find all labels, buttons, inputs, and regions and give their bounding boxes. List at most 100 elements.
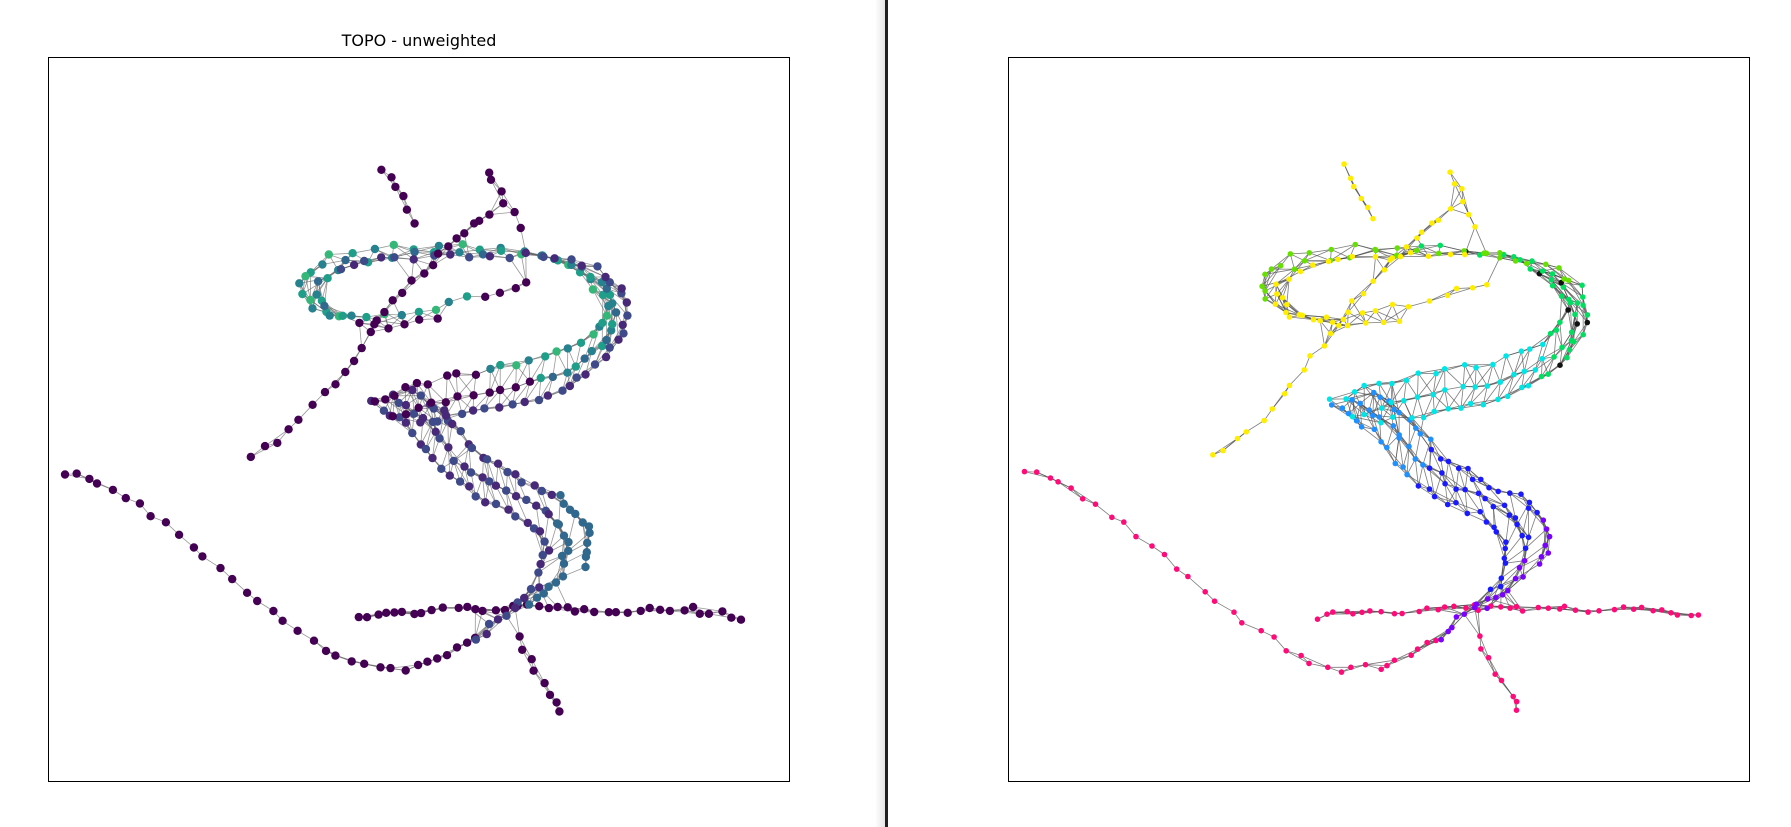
graph-node [581, 370, 590, 379]
graph-edge [1513, 256, 1533, 262]
graph-node [1403, 377, 1410, 384]
graph-node [544, 603, 554, 613]
graph-edge [1519, 548, 1526, 568]
graph-edge [1507, 374, 1515, 397]
graph-edge [1135, 536, 1153, 547]
graph-node [1149, 543, 1155, 549]
graph-node [1447, 169, 1453, 175]
graph-node [1390, 414, 1396, 421]
graph-edge [1556, 329, 1563, 348]
graph-edge [1431, 449, 1449, 462]
graph-edge [515, 360, 530, 388]
graph-edge [475, 619, 499, 640]
graph-edge [1417, 373, 1419, 398]
graph-node [504, 505, 513, 514]
graph-node [1467, 400, 1474, 407]
graph-edge [584, 334, 594, 359]
graph-node [602, 311, 611, 320]
graph-node [1580, 302, 1586, 309]
graph-edge [1490, 578, 1516, 590]
graph-node [1420, 414, 1427, 421]
graph-edge [1275, 279, 1290, 305]
window-divider[interactable] [885, 0, 888, 827]
graph-edge [1503, 535, 1523, 559]
graph-node [433, 249, 443, 258]
graph-edge [1486, 257, 1501, 285]
graph-edge [1497, 382, 1501, 400]
graph-edge [1449, 171, 1463, 189]
graph-node [1477, 508, 1483, 515]
graph-edge [489, 211, 515, 215]
graph-node [1391, 406, 1397, 413]
graph-node [1283, 309, 1289, 316]
graph-edge [1455, 502, 1481, 513]
graph-edge [1432, 373, 1437, 395]
graph-node [1079, 496, 1086, 502]
graph-edge [1286, 279, 1290, 305]
graph-node [347, 657, 356, 666]
graph-node [1262, 271, 1268, 278]
graph-edge [392, 300, 405, 325]
graph-node [482, 629, 491, 639]
graph-node [1323, 314, 1330, 321]
graph-node [588, 285, 598, 294]
graph-node [362, 312, 371, 322]
graph-node [341, 367, 350, 377]
graph-node [72, 469, 81, 478]
graph-node [1502, 545, 1508, 552]
graph-node [1327, 330, 1334, 337]
graph-node [1414, 394, 1421, 400]
graph-edge [693, 606, 723, 612]
graph-node [427, 398, 436, 407]
graph-edge [1505, 547, 1526, 564]
graph-node [478, 606, 487, 616]
graph-edge [1362, 312, 1384, 323]
graph-node [572, 373, 581, 382]
graph-edge [1417, 373, 1437, 398]
graph-node [1279, 294, 1286, 301]
graph-edge [1375, 250, 1397, 256]
graph-node [348, 249, 357, 258]
graph-node [1350, 183, 1357, 190]
graph-node [1497, 379, 1504, 385]
graph-node [360, 256, 369, 266]
graph-node [544, 510, 553, 519]
graph-node [427, 605, 436, 615]
graph-edge [1410, 640, 1437, 656]
graph-edge [427, 384, 447, 403]
graph-edge [1558, 267, 1583, 286]
graph-edge [453, 460, 470, 487]
graph-node [554, 520, 563, 529]
graph-node [1462, 251, 1468, 258]
graph-node [362, 613, 372, 622]
graph-edge [1363, 385, 1390, 402]
graph-edge [1500, 563, 1506, 587]
graph-node [1310, 262, 1316, 268]
graph-node [457, 409, 467, 419]
graph-edge [1351, 280, 1374, 302]
graph-node [485, 168, 494, 177]
graph-node [390, 391, 399, 400]
graph-node [372, 316, 381, 325]
graph-node [1516, 564, 1523, 571]
graph-edge [1429, 468, 1435, 497]
graph-node [379, 406, 389, 415]
graph-node [1463, 605, 1469, 611]
graph-edge [495, 485, 509, 510]
graph-node [284, 425, 293, 434]
graph-edge [515, 474, 527, 501]
graph-node [1173, 566, 1180, 572]
graph-node [1345, 410, 1352, 417]
graph-edge [264, 428, 289, 447]
graph-node [1447, 251, 1454, 258]
graph-edge [512, 381, 531, 405]
graph-node [524, 356, 533, 365]
graph-node [410, 247, 419, 257]
graph-node [571, 509, 580, 519]
graph-node [438, 603, 447, 612]
graph-node [485, 252, 495, 261]
graph-node [1341, 161, 1347, 167]
graph-edge [509, 257, 527, 283]
graph-node [338, 311, 347, 320]
graph-edge [533, 528, 544, 556]
